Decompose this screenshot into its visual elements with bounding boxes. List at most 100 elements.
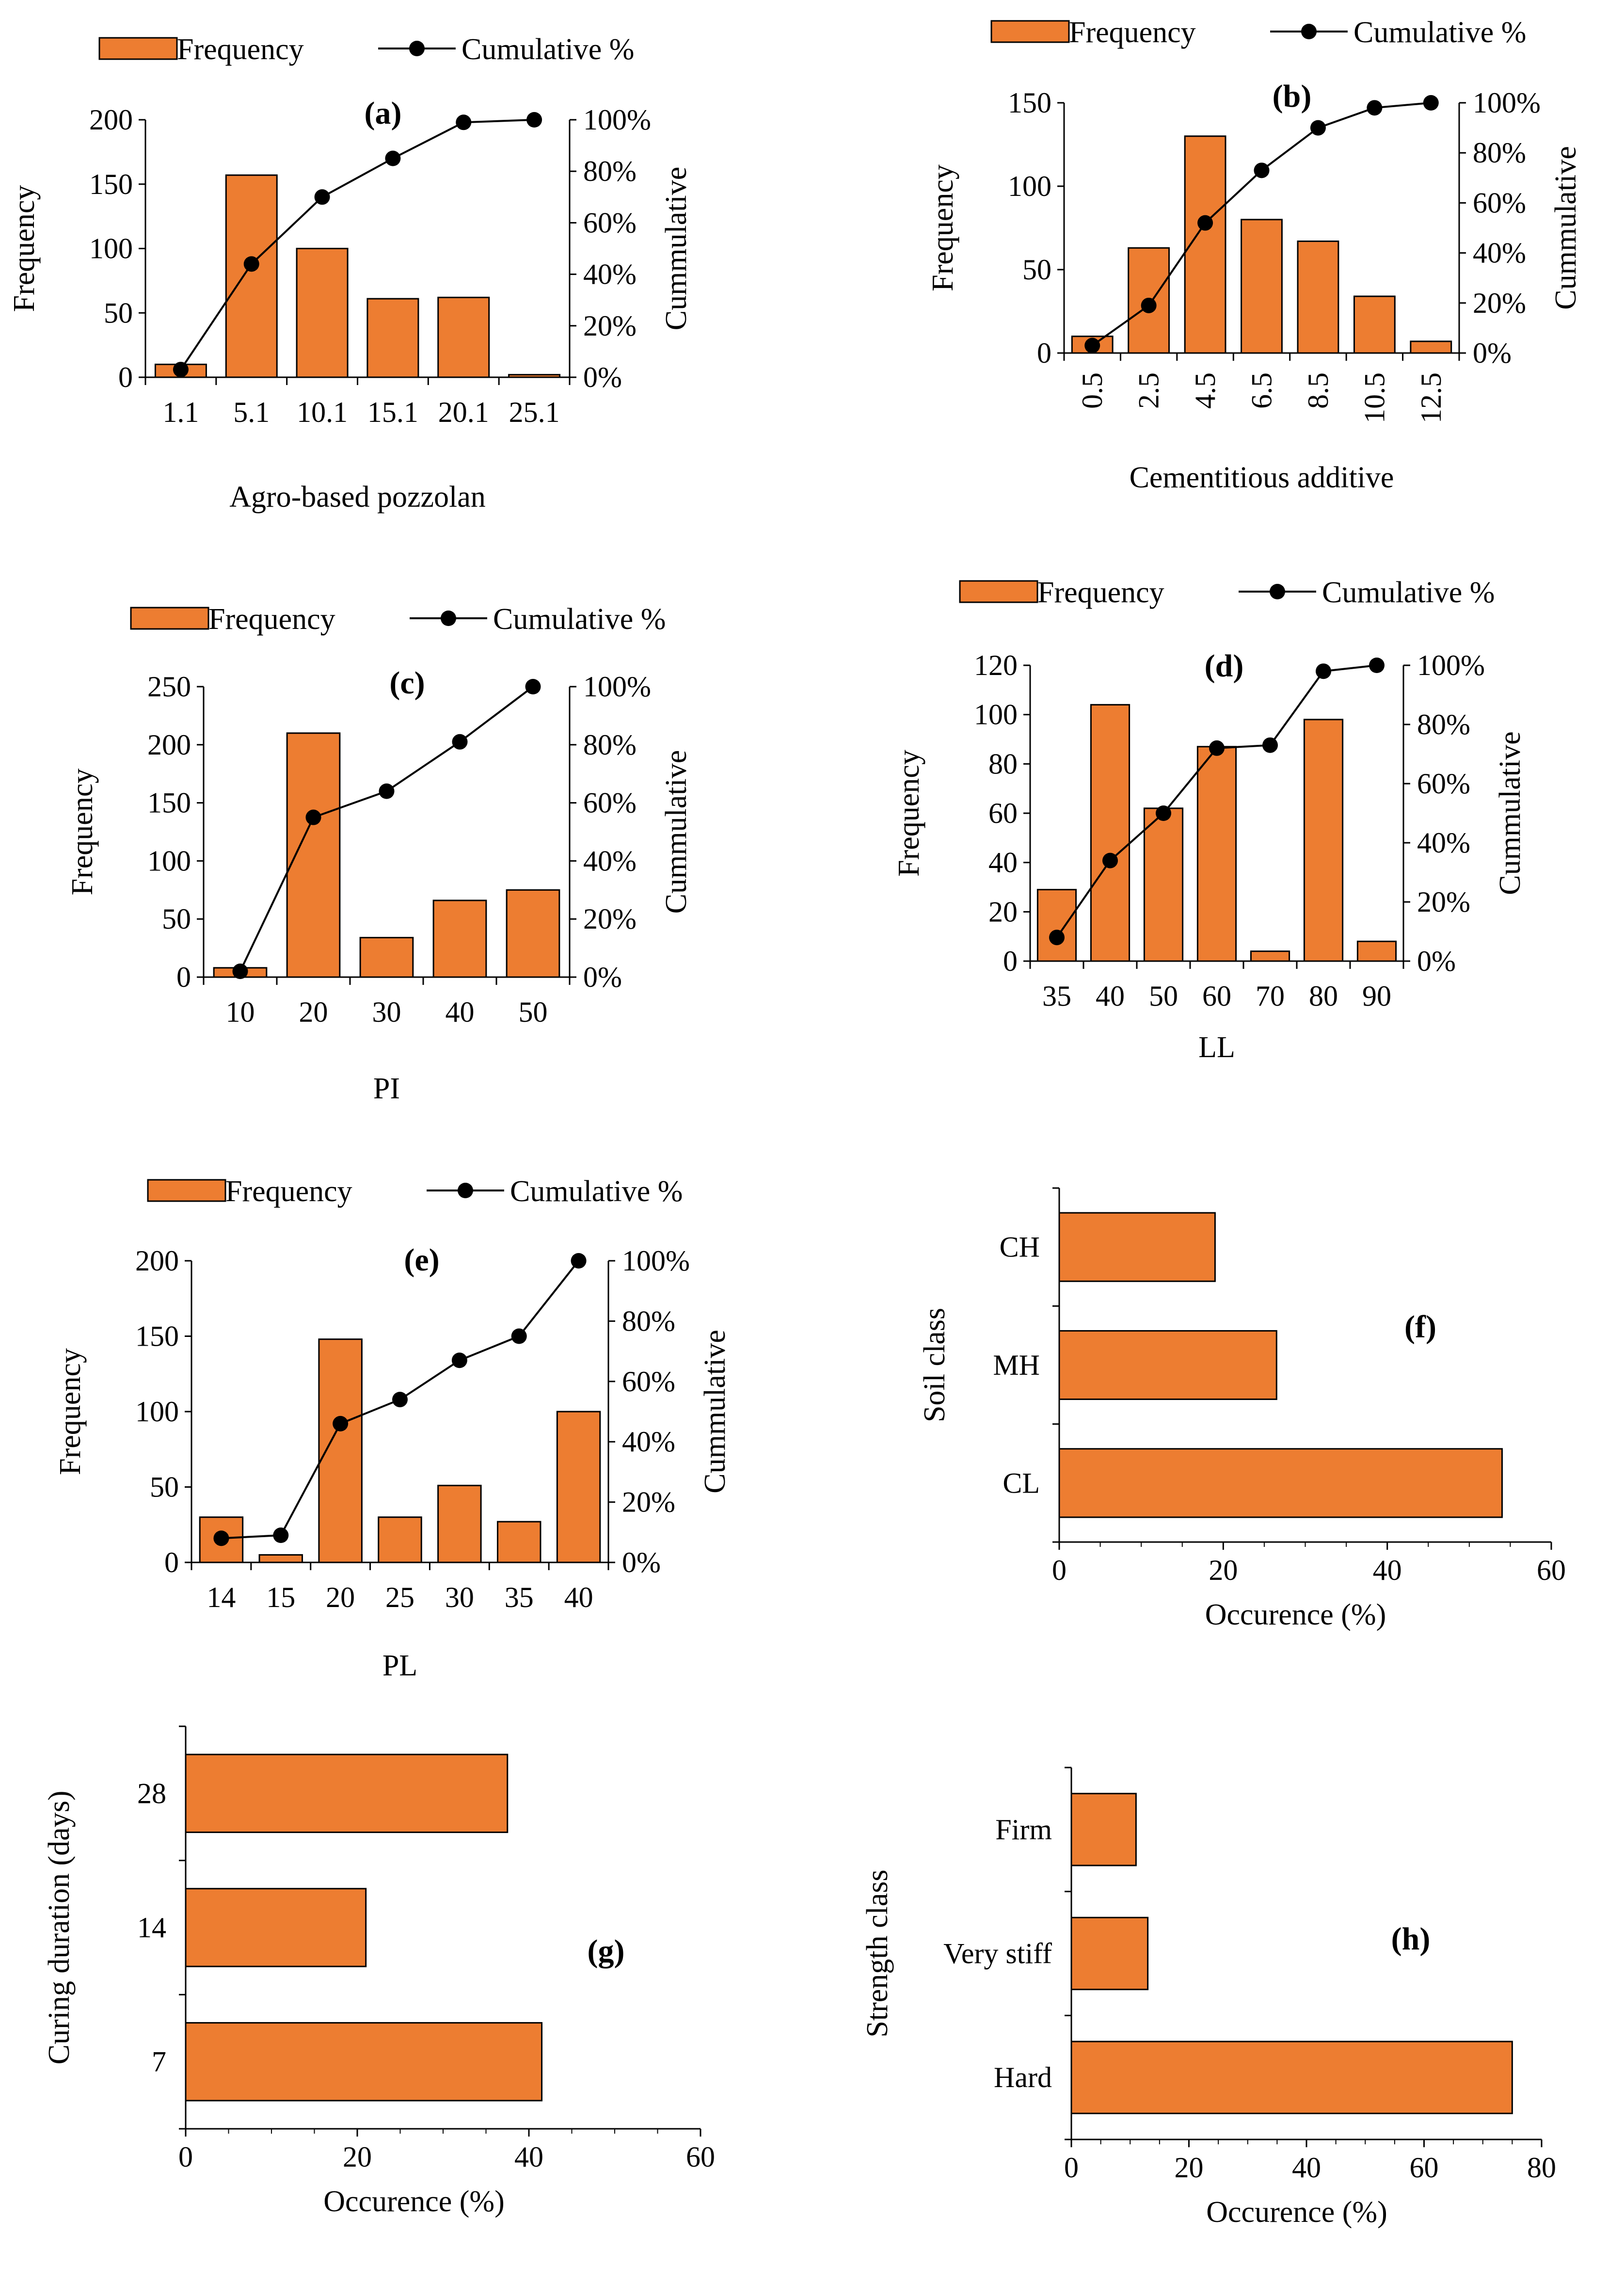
legend-bar-swatch — [98, 37, 178, 60]
x-tick-label: 80 — [1527, 2152, 1556, 2184]
panel-label: (d) — [1205, 648, 1244, 684]
x-tick-label: 20 — [343, 2141, 372, 2173]
x-axis-title: LL — [1198, 1031, 1235, 1064]
x-axis-title: Agro-based pozzolan — [229, 481, 486, 514]
panel-label: (g) — [588, 1933, 625, 1969]
cumulative-point-6.5 — [1254, 162, 1270, 178]
cumulative-point-15 — [273, 1527, 289, 1543]
cumulative-point-35 — [1049, 930, 1065, 946]
x-tick-label: 25 — [385, 1581, 414, 1613]
legend-cumulative-label: Cumulative % — [462, 33, 634, 66]
bar-5.1 — [225, 174, 278, 378]
x-tick-label: 60 — [1410, 2152, 1439, 2184]
x-tick-label: 0 — [1052, 1554, 1067, 1586]
bar-35 — [1036, 889, 1077, 962]
legend-point-swatch — [441, 611, 456, 626]
x-tick-label: 60 — [1202, 980, 1231, 1012]
y2-axis-title: Cummulative — [1494, 731, 1527, 895]
y-axis-title: Strength class — [861, 1869, 894, 2037]
panel-label: (b) — [1273, 79, 1312, 114]
x-tick-label: 40 — [514, 2141, 543, 2173]
legend-point-swatch — [1270, 584, 1285, 599]
x-tick-label: 6.5 — [1246, 372, 1278, 409]
y-tick-label: 150 — [89, 168, 133, 200]
y2-tick-label: 20% — [1417, 886, 1470, 918]
x-tick-label: 40 — [1292, 2152, 1321, 2184]
y2-tick-label: 100% — [583, 671, 651, 703]
cumulative-point-80 — [1316, 663, 1331, 679]
cumulative-point-25 — [392, 1392, 408, 1408]
x-tick-label: 20 — [1175, 2152, 1204, 2184]
cumulative-point-5.1 — [243, 256, 259, 272]
y2-tick-label: 0% — [1473, 337, 1512, 369]
cumulative-point-60 — [1209, 740, 1225, 756]
y-tick-label: 0 — [1037, 337, 1051, 369]
x-axis-title: Occurence (%) — [323, 2185, 504, 2218]
bar-15 — [258, 1554, 303, 1563]
y2-tick-label: 60% — [1417, 768, 1470, 800]
x-tick-label: 0 — [178, 2141, 193, 2173]
legend-frequency-label: Frequency — [208, 603, 335, 636]
bar-50 — [1143, 807, 1184, 962]
legend-frequency-label: Frequency — [1037, 576, 1164, 609]
y2-tick-label: 0% — [1417, 945, 1456, 977]
cumulative-point-20.1 — [456, 114, 472, 130]
legend-frequency-label: Frequency — [225, 1175, 352, 1208]
cumulative-line — [180, 119, 535, 370]
y-axis-title: Frequency — [54, 1348, 87, 1475]
chart-f: 0 20 40 60 CL MH CH (f) Occurence (%) Soil class — [918, 1187, 1566, 1631]
cumulative-point-15.1 — [385, 150, 401, 166]
y2-tick-label: 100% — [622, 1245, 690, 1277]
y-tick-label: 100 — [135, 1396, 179, 1428]
x-tick-label: 40 — [446, 996, 475, 1028]
y-tick-label: Firm — [995, 1814, 1052, 1846]
y-tick-label: 20 — [988, 896, 1018, 928]
y-tick-label: 200 — [89, 104, 133, 136]
y-tick-label: 80 — [988, 748, 1018, 780]
panel-label: (h) — [1391, 1921, 1431, 1957]
bar-50 — [506, 889, 560, 978]
bar-40 — [556, 1411, 601, 1563]
legend-frequency-label: Frequency — [177, 33, 304, 66]
x-tick-label: 10 — [226, 996, 255, 1028]
y2-tick-label: 40% — [583, 258, 637, 290]
x-tick-label: 50 — [1149, 980, 1178, 1012]
y-tick-label: 200 — [147, 729, 191, 761]
y2-tick-label: 100% — [1417, 649, 1485, 681]
x-tick-label: 10.1 — [297, 396, 348, 428]
x-tick-label: 15.1 — [367, 396, 418, 428]
y-tick-label: 40 — [988, 847, 1018, 879]
x-axis-title: Cementitious additive — [1130, 461, 1394, 494]
cumulative-point-2.5 — [1141, 297, 1157, 313]
bar-60 — [1196, 746, 1237, 962]
y-tick-label: 120 — [974, 649, 1018, 681]
x-tick-label: 40 — [1096, 980, 1125, 1012]
y-tick-label: 100 — [974, 699, 1018, 731]
y-tick-label: 50 — [150, 1471, 179, 1503]
panel-label: (f) — [1404, 1309, 1436, 1345]
y2-tick-label: 20% — [583, 903, 637, 935]
y2-axis-title: Cummulative — [1549, 146, 1582, 310]
chart-d: 0 20 40 60 80 100 120 0% 20% 40% 60% 80% 100% 35 40 50 6… — [892, 576, 1527, 1064]
y-axis-title: Frequency — [8, 185, 41, 312]
bar-8.5 — [1297, 241, 1339, 354]
y2-tick-label: 80% — [1473, 137, 1526, 169]
x-tick-label: 60 — [1537, 1554, 1566, 1586]
y-axis-title: Frequency — [926, 164, 959, 291]
cumulative-point-50 — [525, 679, 541, 694]
y2-tick-label: 40% — [1417, 827, 1470, 859]
x-tick-label: 20 — [299, 996, 328, 1028]
bar-6.5 — [1241, 219, 1283, 354]
legend-bar-swatch — [147, 1179, 226, 1202]
y-tick-label: 100 — [1008, 170, 1051, 202]
y-tick-label: 0 — [176, 961, 191, 993]
panel-label: (a) — [365, 96, 402, 131]
x-tick-label: 90 — [1362, 980, 1391, 1012]
x-tick-label: 80 — [1309, 980, 1338, 1012]
bar-12.5 — [1410, 340, 1452, 354]
y2-axis-title: Cummulative — [660, 750, 693, 914]
bar-25 — [378, 1516, 422, 1563]
bar-ch — [1058, 1212, 1216, 1282]
x-axis-title: PL — [382, 1649, 417, 1682]
y2-tick-label: 100% — [583, 104, 651, 136]
